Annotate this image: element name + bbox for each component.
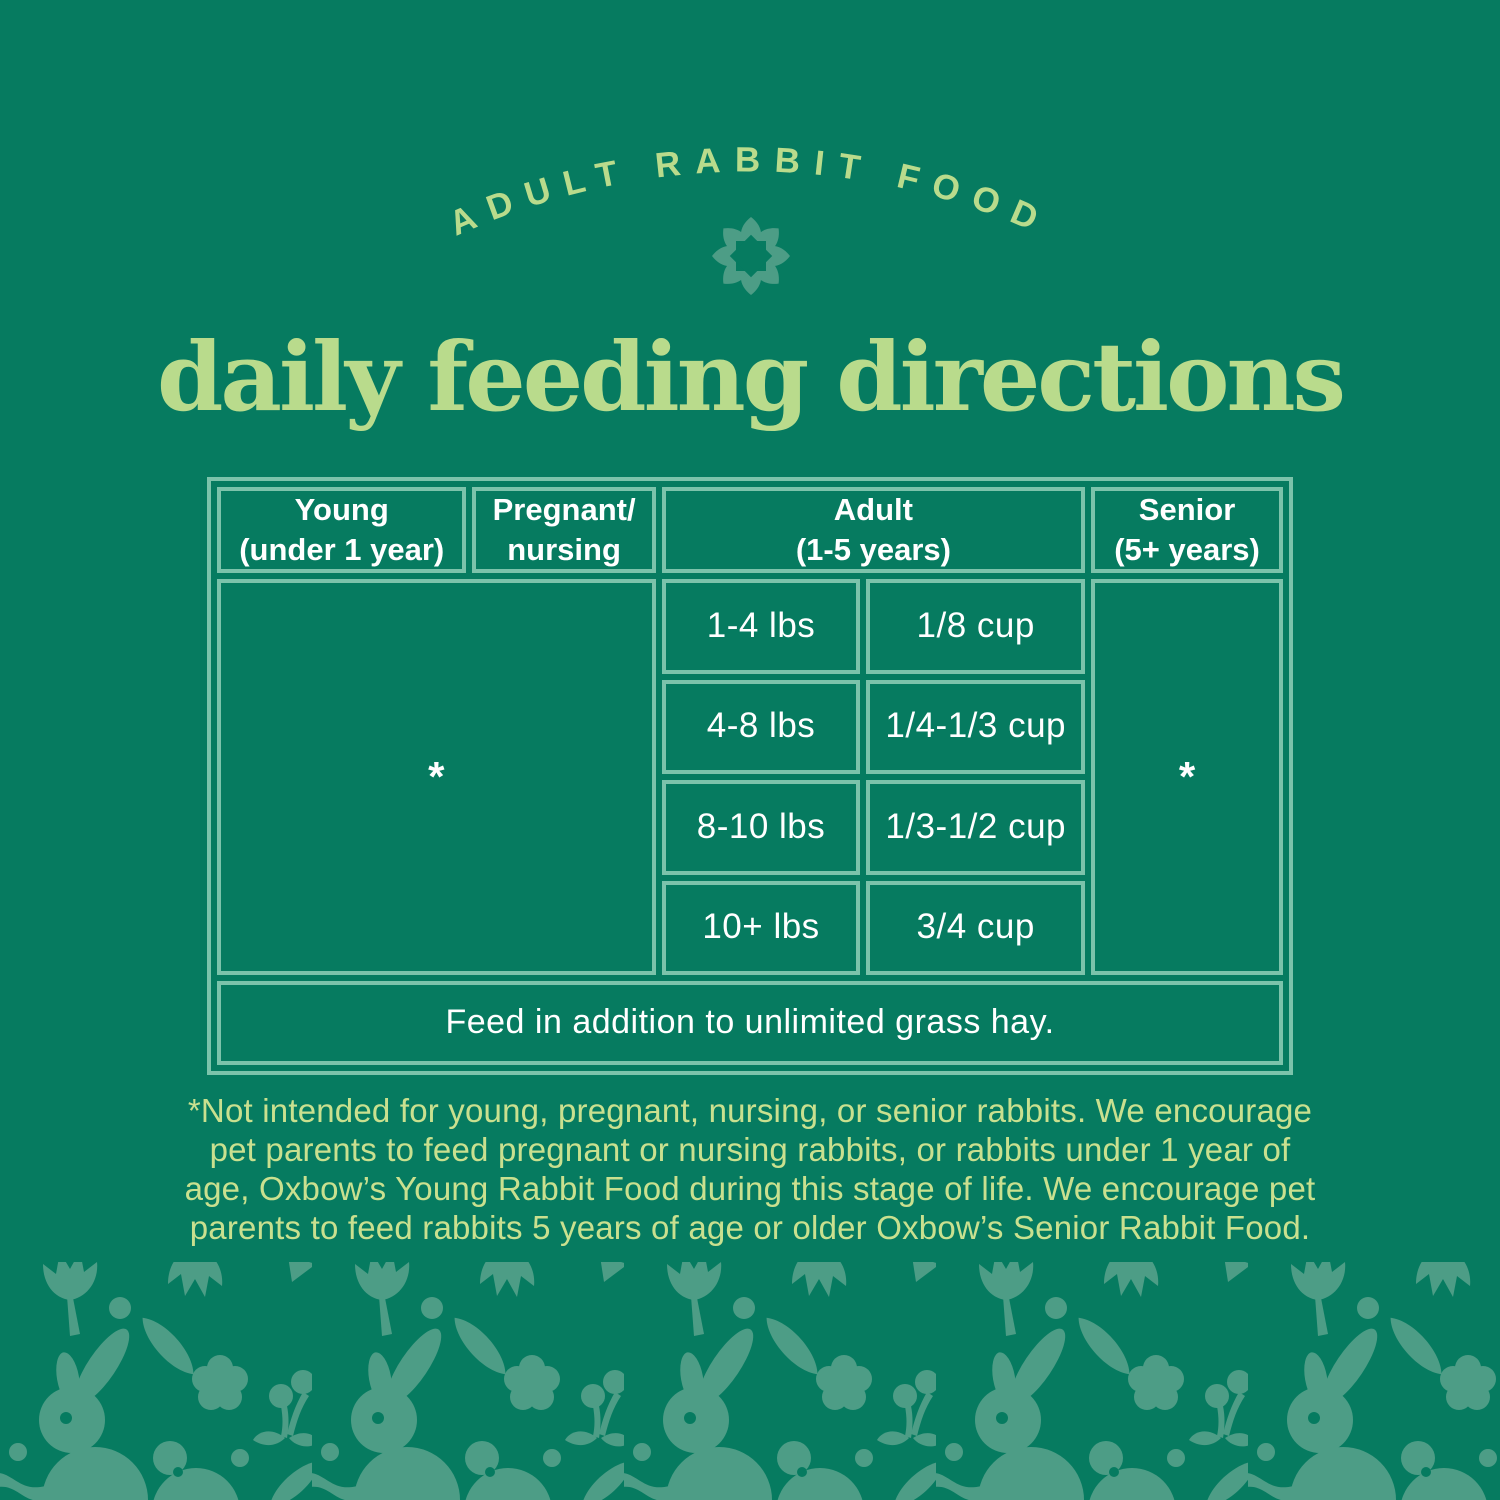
column-header-young-line1: Young	[294, 492, 389, 528]
adult-weight-cell: 1-4 lbs	[661, 579, 861, 674]
column-header-pregnant-line1: Pregnant/	[492, 492, 636, 528]
footnote-text: *Not intended for young, pregnant, nursi…	[184, 1092, 1316, 1246]
asterisk-note: *	[428, 753, 445, 801]
adult-amount-cell: 1/3-1/2 cup	[866, 780, 1086, 875]
feeding-table: Young (under 1 year) Pregnant/ nursing A…	[207, 477, 1293, 1075]
flower-icon	[712, 217, 790, 295]
column-header-pregnant-nursing: Pregnant/ nursing	[472, 487, 656, 573]
young-pregnant-cell: *	[217, 579, 656, 975]
adult-weight-cell: 4-8 lbs	[661, 679, 861, 774]
column-header-senior-line1: Senior	[1138, 492, 1236, 528]
adult-amount-cell: 1/8 cup	[866, 579, 1086, 674]
bottom-pattern	[0, 1262, 1500, 1500]
hay-note-row: Feed in addition to unlimited grass hay.	[217, 981, 1283, 1065]
column-header-adult-line1: Adult	[833, 492, 913, 528]
column-header-young: Young (under 1 year)	[217, 487, 467, 573]
column-header-young-line2: (under 1 year)	[239, 532, 445, 567]
adult-amount-cell: 1/4-1/3 cup	[866, 679, 1086, 774]
column-header-pregnant-line2: nursing	[507, 532, 621, 567]
column-header-adult-line2: (1-5 years)	[795, 532, 951, 567]
page-title: daily feeding directions	[156, 322, 1346, 433]
column-header-senior-line2: (5+ years)	[1114, 532, 1260, 567]
column-header-senior: Senior (5+ years)	[1091, 487, 1283, 573]
adult-weight-cell: 10+ lbs	[661, 880, 861, 975]
senior-cell: *	[1091, 579, 1283, 975]
adult-amount-cell: 3/4 cup	[866, 880, 1086, 975]
adult-weight-cell: 8-10 lbs	[661, 780, 861, 875]
asterisk-note: *	[1178, 753, 1196, 801]
column-header-adult: Adult (1-5 years)	[661, 487, 1086, 573]
